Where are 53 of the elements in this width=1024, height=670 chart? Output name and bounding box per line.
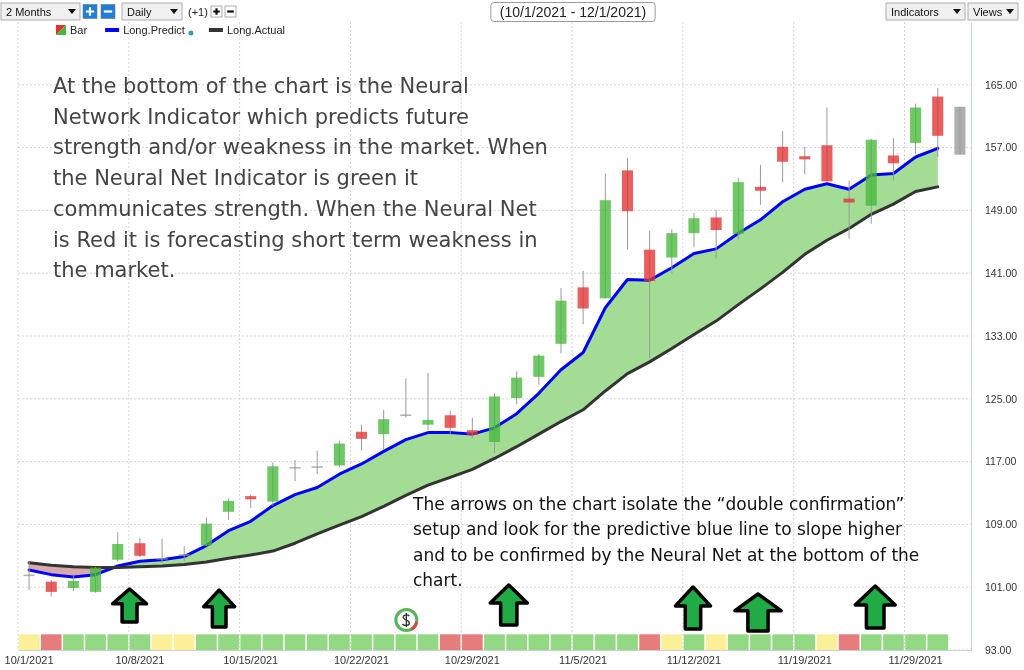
candlestick: [333, 439, 345, 468]
annotation: The arrows on the chart isolate the “double confirmation” setup and look for the predictive blue line to slope higher and to be confirmed by the Neural Net at the bottom of the chart.: [412, 494, 920, 591]
y-tick-label: 149.00: [985, 204, 1018, 217]
dropdown: Views: [967, 2, 1019, 21]
candlestick: [422, 372, 434, 431]
x-tick-label: 11/12/2021: [666, 653, 722, 666]
y-tick-label: 141.00: [985, 267, 1018, 280]
candlestick: [577, 270, 589, 325]
candlestick: [511, 370, 523, 405]
candlestick: [887, 137, 899, 182]
candlestick: [223, 497, 235, 521]
x-tick-label: 10/29/2021: [444, 653, 500, 666]
y-tick-label: 93.00: [985, 643, 1012, 656]
candlestick: [799, 146, 811, 175]
candlestick: [311, 450, 323, 475]
legend-label: Bar: [70, 24, 88, 36]
dropdown: 2 Months: [0, 2, 81, 21]
legend-label: Long.Actual: [226, 24, 285, 36]
candlestick: [112, 531, 124, 562]
candlestick: [710, 209, 722, 259]
y-tick-label: 117.00: [985, 455, 1017, 468]
y-tick-label: 101.00: [985, 581, 1018, 594]
dropdown: Indicators: [885, 2, 966, 21]
candlestick: [134, 537, 146, 558]
candlestick: [777, 130, 789, 183]
candlestick: [533, 353, 545, 386]
x-tick-label: 11/29/2021: [888, 653, 943, 666]
x-tick-label: 11/5/2021: [559, 653, 608, 666]
x-tick-label: 10/15/2021: [223, 653, 279, 666]
candlestick: [289, 459, 301, 482]
y-tick-label: 133.00: [985, 329, 1018, 342]
y-tick-label: 109.00: [985, 518, 1018, 531]
candlestick: [200, 516, 212, 547]
candlestick: [688, 212, 700, 248]
text: (+1): [188, 5, 208, 18]
x-tick-label: 10/1/2021: [4, 653, 54, 666]
legend-label: Long.Predict: [123, 24, 185, 36]
x-tick-label: 10/8/2021: [115, 653, 165, 666]
x-tick-label: 10/22/2021: [333, 653, 390, 666]
dropdown: Daily: [121, 2, 183, 21]
annotation: At the bottom of the chart is the Neural Network Indicator which predicts future strength and/or weakness in the market. When the Neural Net Indicator is green it communicates strength. When the Neural Net is Red it is forecasting short term weakness in the market.: [53, 74, 548, 283]
candlestick: [754, 164, 766, 206]
candlestick: [355, 424, 368, 452]
candlestick: [378, 409, 390, 451]
y-tick-label: 125.00: [985, 392, 1018, 405]
chart-title: (10/1/2021 - 12/1/2021): [499, 4, 647, 20]
candlestick: [156, 538, 168, 564]
candlestick: [444, 410, 456, 436]
x-tick-label: 11/19/2021: [777, 653, 832, 666]
candlestick: [466, 417, 478, 439]
y-tick-label: 157.00: [985, 141, 1018, 154]
y-tick-label: 165.00: [985, 78, 1018, 91]
candlestick: [843, 180, 855, 240]
